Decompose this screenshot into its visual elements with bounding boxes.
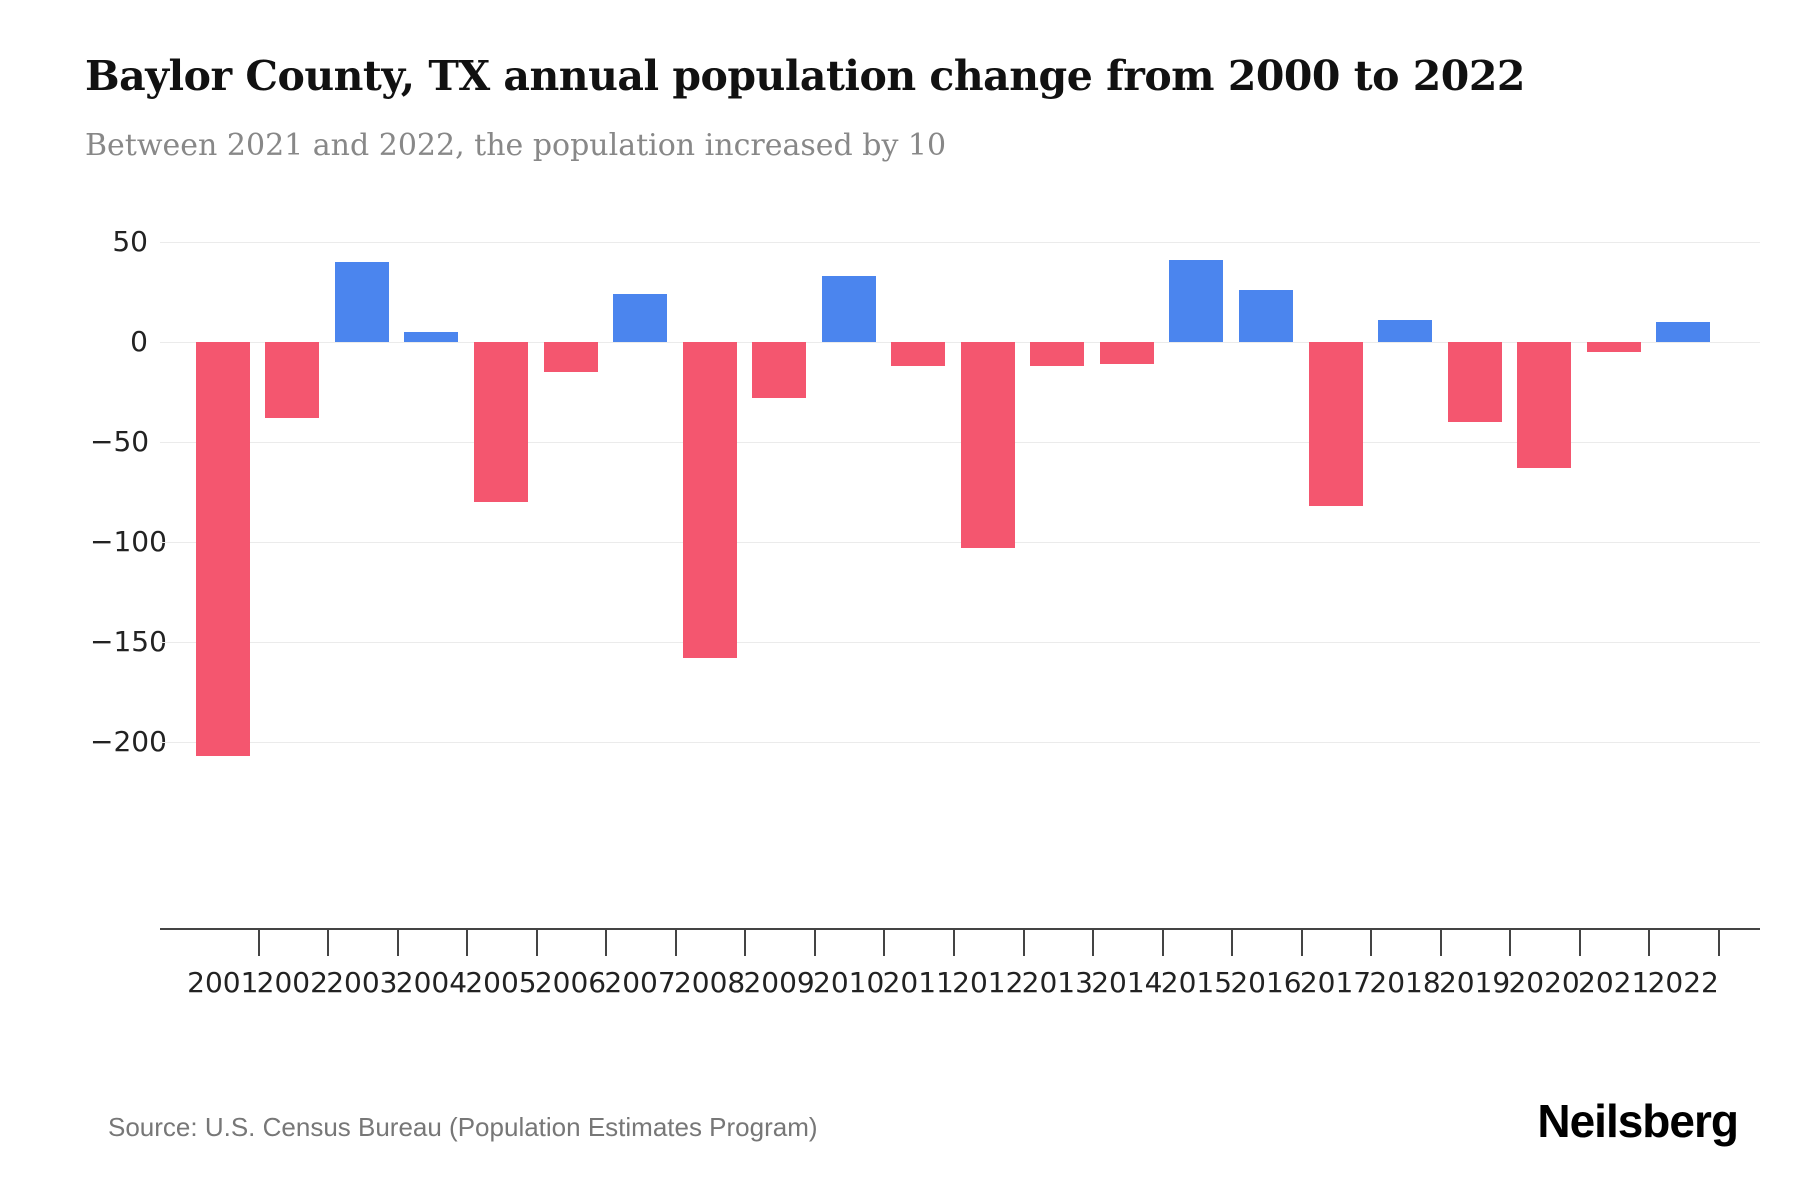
x-tick — [1509, 930, 1512, 956]
bar — [543, 342, 598, 372]
x-tick-label: 2020 — [1508, 966, 1580, 999]
x-tick — [257, 930, 260, 956]
x-tick-label: 2010 — [813, 966, 885, 999]
x-tick-label: 2018 — [1369, 966, 1441, 999]
bar — [1517, 342, 1572, 468]
x-tick — [1578, 930, 1581, 956]
source-attribution: Source: U.S. Census Bureau (Population E… — [108, 1112, 818, 1142]
x-tick-label: 2007 — [604, 966, 676, 999]
x-tick — [674, 930, 677, 956]
y-tick-label: −200 — [90, 725, 167, 758]
x-tick — [1092, 930, 1095, 956]
x-tick-label: 2022 — [1647, 966, 1719, 999]
x-tick — [535, 930, 538, 956]
x-tick-label: 2015 — [1160, 966, 1233, 999]
y-tick-label: −150 — [90, 625, 167, 658]
bar — [960, 342, 1015, 548]
bar — [265, 342, 320, 418]
bar — [682, 342, 737, 658]
x-tick-label: 2012 — [952, 966, 1024, 999]
x-tick — [1022, 930, 1025, 956]
x-axis-line — [160, 928, 1760, 930]
bar — [1030, 342, 1085, 366]
bar — [195, 342, 250, 756]
gridline — [160, 542, 1760, 543]
gridline — [160, 642, 1760, 643]
neilsberg-logo: Neilsberg — [1537, 1095, 1739, 1147]
bar — [891, 342, 946, 366]
plot-area: 2001 2002 2003 2004 2005 2006 2007 2008 2009 2010… — [160, 228, 1760, 1028]
x-tick-label: 2003 — [326, 966, 398, 999]
bar — [1378, 320, 1433, 342]
x-tick — [813, 930, 816, 956]
x-tick-label: 2001 — [187, 966, 259, 999]
bar — [613, 294, 668, 342]
bar — [821, 276, 876, 342]
x-tick — [396, 930, 399, 956]
gridline — [160, 442, 1760, 443]
bar — [1586, 342, 1641, 352]
x-tick-label: 2011 — [882, 966, 954, 999]
x-tick — [883, 930, 886, 956]
y-tick-label: 50 — [112, 225, 148, 258]
x-tick — [1231, 930, 1234, 956]
gridline — [160, 742, 1760, 743]
x-tick-label: 2021 — [1578, 966, 1650, 999]
gridline — [160, 342, 1760, 343]
bar — [334, 262, 389, 342]
bar — [1447, 342, 1502, 422]
bar — [1099, 342, 1154, 364]
x-tick-label: 2013 — [1021, 966, 1093, 999]
x-tick — [953, 930, 955, 956]
chart-subtitle: Between 2021 and 2022, the population in… — [85, 128, 947, 163]
x-tick — [744, 930, 747, 956]
x-tick — [1648, 930, 1651, 956]
gridline — [160, 242, 1760, 243]
x-tick-label: 2009 — [743, 966, 815, 999]
x-tick-label: 2019 — [1438, 966, 1511, 999]
bar-chart: 50 0 −50 −100 −150 −200 2001 2002 2003 2004 2005 2… — [90, 225, 1780, 1028]
x-tick — [327, 930, 330, 956]
x-tick — [1439, 930, 1442, 956]
y-tick-label: 0 — [130, 325, 148, 358]
x-tick-label: 2006 — [534, 966, 607, 999]
bar — [473, 342, 528, 502]
bar — [1238, 290, 1293, 342]
bar — [1656, 322, 1711, 342]
x-tick — [605, 930, 608, 956]
x-tick-label: 2002 — [256, 966, 328, 999]
bar — [404, 332, 459, 342]
x-tick-label: 2014 — [1091, 966, 1163, 999]
bar — [1169, 260, 1224, 342]
bar — [752, 342, 807, 398]
x-tick-label: 2008 — [673, 966, 746, 999]
x-tick — [466, 930, 469, 956]
x-tick-label: 2017 — [1299, 966, 1372, 999]
x-tick-label: 2004 — [395, 966, 468, 999]
x-tick — [1161, 930, 1164, 956]
x-tick-label: 2016 — [1230, 966, 1302, 999]
y-tick-label: −100 — [90, 525, 167, 558]
x-tick — [1370, 930, 1373, 956]
x-tick-label: 2005 — [465, 966, 537, 999]
x-tick — [1300, 930, 1303, 956]
y-tick-label: −50 — [90, 425, 150, 458]
bar — [1308, 342, 1363, 506]
x-tick — [1718, 930, 1720, 956]
chart-title: Baylor County, TX annual population chan… — [85, 52, 1525, 100]
